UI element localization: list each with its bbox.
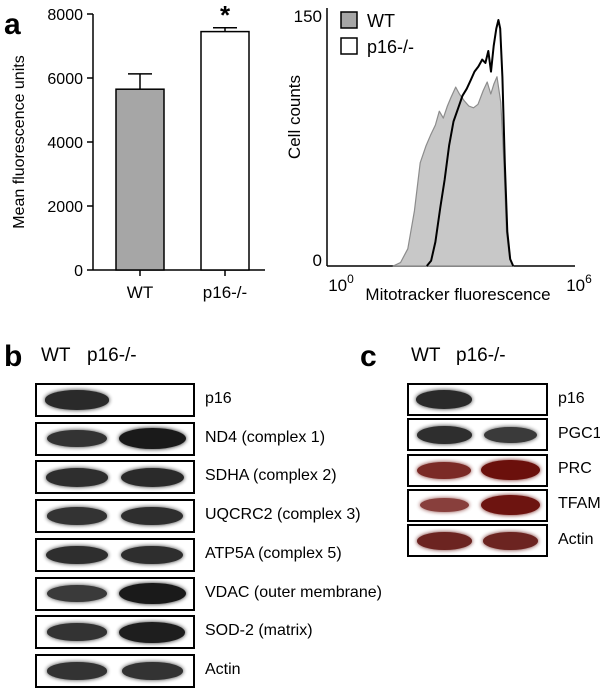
hist-x-tick-label: 100 (328, 272, 354, 295)
legend-label: WT (367, 11, 395, 31)
c-band-ko (480, 459, 541, 481)
c-blot-strip (407, 488, 548, 522)
panel-letter-b: b (4, 340, 23, 373)
b-blot-strip (35, 615, 195, 650)
b-protein-label: UQCRC2 (complex 3) (205, 506, 361, 524)
c-blot-strip (407, 418, 548, 452)
b-lane-header: WT (41, 345, 71, 366)
hist-y-axis-label: Cell counts (285, 75, 304, 159)
series-p16-ko-line (426, 19, 515, 267)
b-band-ko (120, 467, 184, 487)
b-blot-strip (35, 383, 195, 417)
b-protein-label: SDHA (complex 2) (205, 467, 337, 485)
legend-swatch (340, 37, 358, 55)
c-band-wt (419, 498, 469, 513)
c-band-ko (481, 495, 540, 516)
panel-letter-a: a (4, 8, 21, 41)
hist-x-axis-label: Mitotracker fluorescence (365, 285, 550, 304)
c-protein-label: p16 (558, 389, 585, 407)
hist-y-tick-label: 0 (313, 251, 322, 270)
b-blot-strip (35, 460, 195, 495)
b-band-wt (45, 545, 109, 564)
b-band-wt (46, 507, 108, 525)
b-protein-label: p16 (205, 390, 232, 407)
hist-x-tick-label: 106 (566, 272, 592, 295)
b-band-wt (47, 585, 107, 602)
b-blot-strip (35, 499, 195, 534)
b-protein-label: ND4 (complex 1) (205, 428, 326, 446)
bar-chart: 0 2000 4000 6000 8000 Mean fluorescence units… (11, 0, 265, 302)
b-band-ko (118, 582, 186, 605)
x-tick-label: p16-/- (203, 283, 247, 302)
y-tick-label: 4000 (47, 135, 83, 152)
x-tick-label: WT (127, 283, 153, 302)
c-band-wt (417, 461, 472, 479)
b-blot-strip (35, 537, 195, 572)
panel-letter-c: c (360, 340, 377, 373)
c-blot-strip (407, 383, 548, 416)
b-protein-label: ATP5A (complex 5) (205, 544, 342, 562)
b-blot-strip (35, 421, 195, 456)
b-blot-strip (35, 653, 195, 688)
b-blot-strip (35, 576, 195, 611)
c-lane-header: WT (411, 345, 441, 366)
b-band-wt (45, 390, 109, 410)
c-protein-label: TFAM (558, 495, 600, 513)
b-band-ko (121, 506, 184, 526)
c-blot-strip (407, 524, 548, 558)
b-band-wt (46, 429, 108, 448)
c-band-ko (484, 426, 537, 443)
b-band-ko (118, 427, 186, 450)
bar-wt (115, 88, 165, 271)
y-tick-label: 6000 (47, 71, 83, 88)
y-axis-label: Mean fluorescence units (11, 55, 28, 228)
b-band-ko (121, 545, 184, 564)
legend-swatch (340, 11, 358, 29)
b-protein-label: VDAC (outer membrane) (205, 583, 382, 601)
legend-label: p16-/- (367, 37, 414, 57)
hist-y-tick-label: 150 (294, 7, 322, 26)
b-band-ko (121, 662, 183, 680)
series-wt-area (392, 76, 514, 267)
b-protein-label: SOD-2 (matrix) (205, 622, 313, 640)
c-protein-label: Actin (558, 530, 594, 548)
c-band-ko (483, 531, 538, 550)
y-tick-label: 8000 (47, 7, 83, 24)
b-protein-label: Actin (205, 660, 241, 678)
bar-p16-ko (200, 30, 250, 271)
c-band-wt (416, 390, 473, 409)
c-band-wt (416, 425, 472, 444)
y-tick-label: 0 (74, 263, 83, 280)
y-tick-label: 2000 (47, 199, 83, 216)
c-blot-strip (407, 453, 548, 487)
c-protein-label: PRC (558, 460, 592, 478)
b-band-wt (45, 468, 109, 487)
b-band-wt (46, 662, 108, 680)
b-band-ko (119, 621, 186, 643)
c-lane-header: p16-/- (456, 345, 506, 366)
b-lane-header: p16-/- (87, 345, 137, 366)
b-band-wt (46, 623, 108, 641)
histogram-chart: 150 0 Cell counts 100 106 Mitotracker fluores… (285, 7, 592, 304)
c-protein-label: PGC1α (558, 424, 600, 442)
c-band-wt (416, 531, 472, 550)
significance-star: * (220, 0, 231, 30)
